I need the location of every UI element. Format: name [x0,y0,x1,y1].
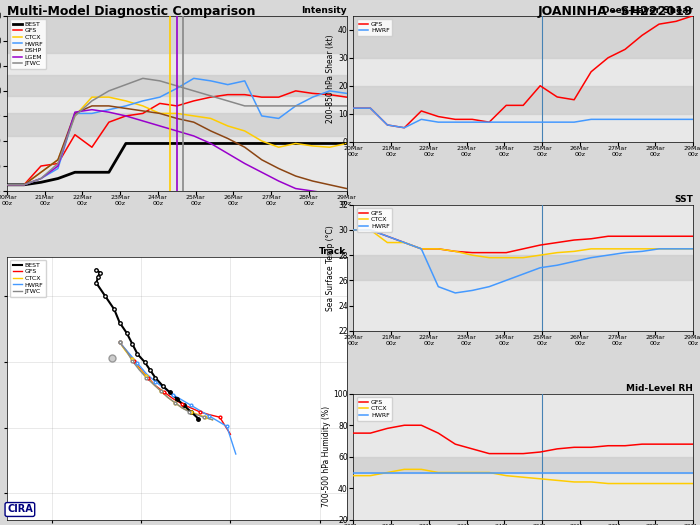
Legend: BEST, GFS, CTCX, HWRF, DSHP, LGEM, JTWC: BEST, GFS, CTCX, HWRF, DSHP, LGEM, JTWC [10,19,46,69]
Legend: BEST, GFS, CTCX, HWRF, JTWC: BEST, GFS, CTCX, HWRF, JTWC [10,260,46,297]
Text: Mid-Level RH: Mid-Level RH [626,384,693,393]
Bar [354,16,693,58]
Text: Track: Track [319,247,346,256]
Legend: GFS, CTCX, HWRF: GFS, CTCX, HWRF [356,208,392,232]
Legend: GFS, HWRF: GFS, HWRF [356,19,392,36]
Text: CIRA: CIRA [7,505,33,514]
Text: Deep-Layer Shear: Deep-Layer Shear [602,6,693,15]
Bar [354,86,693,114]
Text: SST: SST [674,195,693,204]
Bar [7,75,346,96]
Bar [7,113,346,136]
Legend: GFS, CTCX, HWRF: GFS, CTCX, HWRF [356,397,392,421]
Y-axis label: 200-850 hPa Shear (kt): 200-850 hPa Shear (kt) [326,35,335,123]
Bar [7,16,346,54]
Bar [354,255,693,280]
Text: Intensity: Intensity [301,6,346,15]
Y-axis label: 700-500 hPa Humidity (%): 700-500 hPa Humidity (%) [321,406,330,507]
Y-axis label: Sea Surface Temp (°C): Sea Surface Temp (°C) [326,225,335,311]
Text: Multi-Model Diagnostic Comparison: Multi-Model Diagnostic Comparison [7,5,256,18]
Bar [354,457,693,472]
Text: JOANINHA - SH222019: JOANINHA - SH222019 [538,5,693,18]
